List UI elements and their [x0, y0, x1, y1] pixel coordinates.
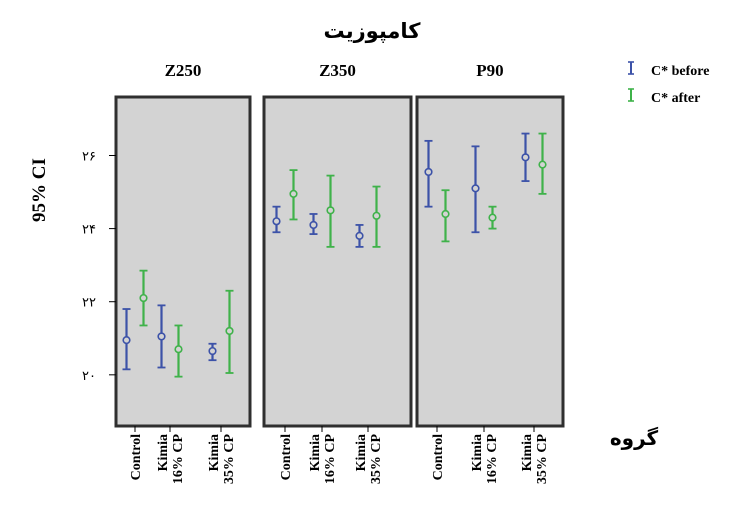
y-tick-label-26: ۲۶	[82, 149, 96, 164]
errorbar-before-p90-2	[521, 132, 530, 182]
errorbar-before-z250-1	[157, 304, 166, 369]
errorbar-after-z250-0	[139, 269, 148, 327]
errorbar-before-z350-2	[355, 224, 364, 248]
errorbar-after-z350-0	[289, 169, 298, 221]
legend-label-after: C* after	[651, 91, 700, 106]
errorbar-after-p90-1	[488, 205, 497, 230]
y-axis-ticks: ۲۰ ۲۲ ۲۴ ۲۶	[82, 149, 116, 384]
panel-z350	[262, 95, 413, 428]
panel-title-p90: P90	[476, 61, 503, 80]
x-tick-label: 16% CP	[171, 434, 186, 485]
chart-title: کامپوزیت	[323, 19, 421, 43]
errorbar-before-z250-0	[122, 308, 131, 371]
legend-marker-after	[628, 88, 634, 102]
error-bars	[122, 132, 547, 378]
x-tick-label: Kimia	[308, 434, 323, 471]
panel-title-z250: Z250	[165, 61, 202, 80]
panel-z250	[114, 95, 252, 428]
errorbar-after-z250-2	[225, 289, 234, 374]
y-tick-label-24: ۲۴	[82, 223, 96, 238]
x-tick-label: Control	[279, 434, 294, 481]
errorbar-after-p90-0	[441, 189, 450, 243]
errorbar-after-z350-2	[372, 185, 381, 248]
x-tick-label: Kimia	[354, 434, 369, 471]
legend-item-before: C* before	[628, 61, 709, 79]
x-tick-label: 35% CP	[222, 434, 237, 485]
errorbar-after-p90-2	[538, 132, 547, 195]
x-tick-label: 35% CP	[369, 434, 384, 485]
errorbar-before-p90-1	[471, 145, 480, 234]
errorbar-before-z350-0	[272, 205, 281, 234]
errorbar-before-z350-1	[309, 213, 318, 235]
x-axis-ticks: Control Kimia 16% CP Kimia 35% CP Control Kimi…	[129, 426, 550, 484]
legend: C* before C* after	[628, 61, 709, 106]
panel-title-z350: Z350	[319, 61, 356, 80]
x-axis-label: گروه	[610, 426, 659, 450]
y-axis-label: 95% CI	[29, 158, 50, 222]
legend-label-before: C* before	[651, 64, 709, 79]
x-tick-label: Control	[129, 434, 144, 481]
y-tick-label-20: ۲۰	[82, 369, 96, 384]
x-tick-label: Control	[431, 434, 446, 481]
x-tick-label: Kimia	[156, 434, 171, 471]
x-tick-label: 16% CP	[485, 434, 500, 485]
y-tick-label-22: ۲۲	[82, 296, 96, 311]
x-tick-label: 16% CP	[323, 434, 338, 485]
panels: Z250 Z350 P90	[114, 61, 565, 428]
x-tick-label: Kimia	[470, 434, 485, 471]
legend-item-after: C* after	[628, 88, 700, 106]
errorbar-after-z250-1	[174, 324, 183, 378]
errorbar-after-z350-1	[326, 174, 335, 248]
x-tick-label: Kimia	[520, 434, 535, 471]
panel-p90	[415, 95, 565, 428]
errorbar-before-z250-2	[208, 342, 217, 362]
x-tick-label: Kimia	[207, 434, 222, 471]
x-tick-label: 35% CP	[535, 434, 550, 485]
errorbar-before-p90-0	[424, 139, 433, 208]
legend-marker-before	[628, 61, 634, 75]
